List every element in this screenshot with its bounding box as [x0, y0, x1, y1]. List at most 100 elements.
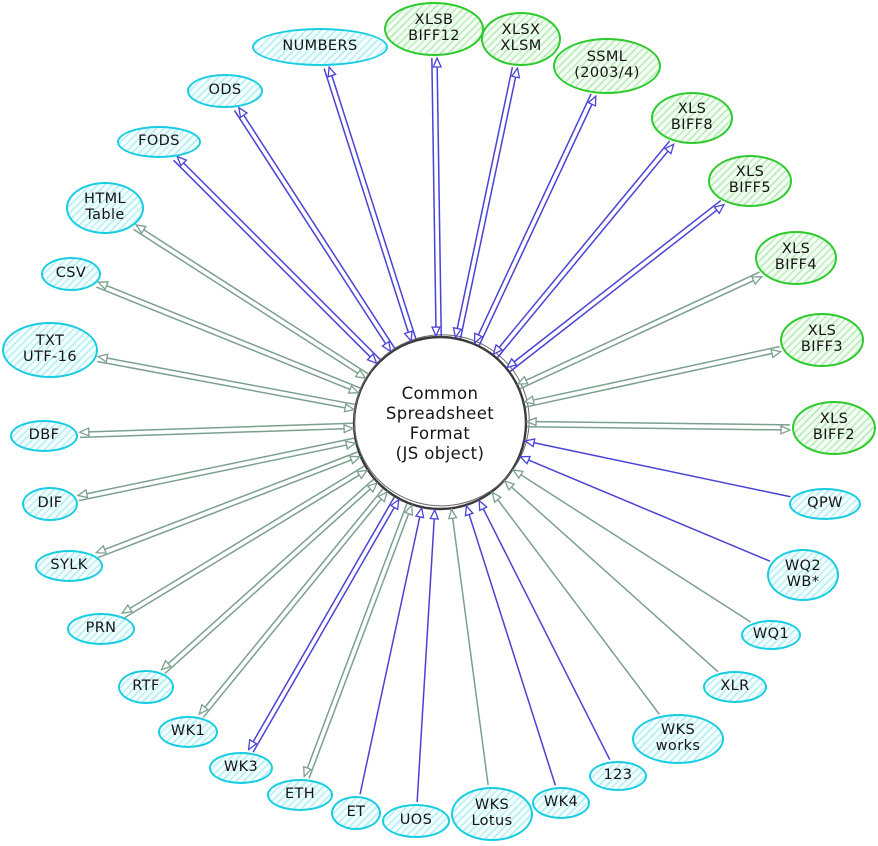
arrow-ods-write — [243, 114, 396, 349]
format-node-xlsx-xlsm: XLSX XLSM — [481, 12, 561, 66]
arrow-txt-utf16-read — [97, 360, 346, 409]
format-node-ssml: SSML (2003/4) — [553, 38, 661, 94]
format-node-sylk: SYLK — [35, 550, 103, 582]
format-node-rtf: RTF — [118, 670, 174, 704]
arrow-html-table-write — [143, 229, 369, 375]
arrow-xlr-read — [511, 486, 719, 673]
format-node-wk3: WK3 — [209, 752, 273, 784]
format-node-xls-biff3: XLS BIFF3 — [780, 313, 864, 367]
arrow-eth-read — [308, 513, 410, 779]
arrow-xls-biff5-write — [509, 209, 718, 373]
arrow-wk1-read-head — [377, 490, 389, 503]
arrow-xls-biff2-read — [536, 420, 791, 426]
arrow-wks-lotus-read — [451, 518, 489, 786]
arrow-xlsx-xlsm-write — [459, 76, 517, 339]
arrow-numbers-write — [331, 75, 417, 340]
format-node-xlsb-biff12: XLSB BIFF12 — [384, 2, 484, 56]
arrow-xls-biff3-write-head — [770, 348, 783, 359]
arrow-xls-biff5-read — [513, 199, 722, 363]
arrow-xlsx-xlsm-write-head — [510, 66, 521, 79]
arrow-dif-write-head — [76, 488, 89, 499]
arrow-csv-read — [96, 286, 351, 391]
format-node-numbers: NUMBERS — [252, 28, 388, 66]
arrow-wks-works-read — [497, 499, 660, 715]
format-node-xls-biff2: XLS BIFF2 — [792, 401, 876, 455]
arrow-wk1-read — [202, 498, 382, 718]
arrow-wk3-read — [252, 507, 395, 753]
format-node-wks-works: WKS works — [632, 714, 724, 764]
arrow-xlsb-biff12-write — [436, 66, 443, 336]
arrow-wq1-read-head — [511, 469, 525, 480]
format-node-html-table: HTML Table — [66, 182, 144, 234]
arrow-qpw-read-head — [523, 438, 536, 448]
format-node-xls-biff5: XLS BIFF5 — [708, 155, 792, 207]
format-node-wq2-wb: WQ2 WB* — [767, 549, 839, 601]
arrow-xlsb-biff12-write-head — [432, 56, 443, 68]
arrow-prn-read — [124, 474, 360, 619]
arrow-dbf-write-head — [78, 427, 90, 437]
arrow-et-read-head — [414, 506, 425, 519]
arrow-dbf-read — [79, 427, 345, 439]
arrow-wk4-read-head — [464, 504, 474, 517]
arrow-wk4-read — [468, 514, 557, 786]
arrow-wk3-write — [252, 496, 395, 743]
arrow-fods-read — [172, 159, 371, 358]
arrow-sylk-write-head — [94, 544, 107, 554]
arrow-lotus-123-read — [482, 508, 611, 761]
arrow-html-table-read — [132, 228, 359, 374]
format-node-prn: PRN — [67, 613, 135, 645]
arrow-prn-write — [129, 465, 365, 610]
arrow-wq1-read — [520, 474, 752, 623]
arrow-txt-utf16-read-head — [343, 402, 356, 413]
arrow-et-read — [359, 516, 421, 795]
arrow-sylk-read — [97, 459, 352, 559]
arrow-xls-biff2-write-head — [780, 425, 792, 435]
format-node-lotus-123: 123 — [589, 761, 647, 791]
format-node-xlr: XLR — [703, 671, 767, 703]
arrow-eth-write — [306, 503, 408, 769]
arrow-xls-biff4-write — [519, 279, 754, 390]
arrow-csv-write — [106, 284, 361, 389]
arrow-rtf-read — [164, 488, 371, 675]
arrow-xls-biff8-read — [498, 140, 671, 348]
arrow-wq2-wb-read — [528, 459, 771, 562]
arrow-xls-biff2-read-head — [525, 416, 537, 427]
arrow-uos-read — [416, 518, 435, 803]
arrow-xls-biff4-read — [525, 271, 760, 381]
format-node-wks-lotus: WKS Lotus — [451, 787, 533, 841]
format-node-wk4: WK4 — [532, 787, 590, 819]
arrow-ssml-read — [477, 93, 592, 336]
arrow-ods-read — [233, 110, 387, 345]
arrow-prn-write-head — [120, 603, 133, 614]
arrow-xls-biff3-read — [533, 345, 780, 401]
format-node-eth: ETH — [267, 779, 333, 811]
arrow-uos-read-head — [429, 508, 440, 520]
arrow-ssml-read-head — [473, 332, 484, 345]
arrow-rtf-write — [167, 478, 375, 665]
format-node-ods: ODS — [187, 74, 263, 108]
arrow-xls-biff5-read-head — [505, 357, 518, 369]
arrow-txt-utf16-write — [106, 357, 356, 406]
arrow-xls-biff5-write-head — [713, 203, 726, 215]
format-node-dbf: DBF — [10, 420, 78, 452]
format-node-xls-biff8: XLS BIFF8 — [651, 92, 733, 144]
arrow-wks-works-read-head — [491, 491, 503, 504]
arrow-ods-write-head — [237, 106, 249, 119]
center-circle-sketch-stroke — [353, 334, 530, 507]
arrow-wks-lotus-read-head — [447, 507, 458, 520]
arrow-txt-utf16-write-head — [96, 353, 109, 363]
arrow-sylk-read-head — [348, 455, 362, 465]
arrow-xls-biff8-write — [496, 150, 669, 359]
arrow-numbers-write-head — [327, 65, 337, 78]
arrow-numbers-read — [323, 68, 410, 333]
arrow-numbers-read-head — [403, 330, 413, 343]
arrow-xls-biff3-write — [525, 352, 773, 408]
format-node-dif: DIF — [22, 487, 78, 521]
arrow-eth-write-head — [303, 765, 313, 779]
format-node-et: ET — [331, 796, 381, 830]
arrow-qpw-read — [533, 442, 791, 498]
format-node-csv: CSV — [41, 257, 101, 291]
arrow-xlsx-xlsm-read — [456, 66, 514, 329]
